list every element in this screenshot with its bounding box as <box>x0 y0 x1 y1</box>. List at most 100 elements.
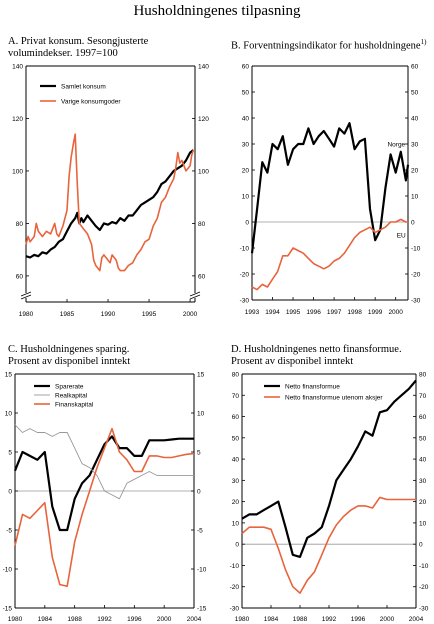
y-tick-label-right: -30 <box>419 606 429 613</box>
y-tick-label-right: 0 <box>411 220 415 227</box>
y-tick-label-right: 80 <box>198 221 206 228</box>
x-tick-label: 1980 <box>235 616 250 623</box>
y-tick-label-right: -20 <box>419 584 429 591</box>
panel-b-footnote-marker: 1) <box>420 38 427 46</box>
y-tick-label-left: 120 <box>12 116 23 123</box>
y-tick-label-left: 50 <box>242 90 250 97</box>
legend-label: Finanskapital <box>55 402 94 409</box>
y-tick-label-left: 60 <box>232 414 240 421</box>
x-tick-label: 2000 <box>183 311 198 318</box>
x-tick-label: 1980 <box>8 616 23 623</box>
panel-d-title-line-1: D. Husholdningenes netto finansformue. <box>231 344 402 355</box>
y-tick-label-left: 70 <box>232 393 240 400</box>
panel-b-title: B. Forventningsindikator for husholdning… <box>231 36 426 53</box>
y-tick-label-right: 60 <box>198 273 206 280</box>
series-line-netto-finansformue-utenom-aksjer <box>241 496 416 594</box>
y-tick-label-right: -30 <box>411 298 421 305</box>
series-line-netto-finansformue <box>241 379 417 558</box>
y-tick-label-left: -5 <box>6 528 12 535</box>
y-tick-label-left: 30 <box>232 478 240 485</box>
series-line-finanskapital <box>14 427 195 587</box>
y-tick-label-right: 0 <box>197 489 201 496</box>
series-line-realkapital <box>14 424 194 500</box>
axis-break-gap <box>191 293 199 298</box>
x-tick-label: 1993 <box>245 309 260 316</box>
series-line-samlet-konsum <box>25 149 195 259</box>
y-tick-label-left: -30 <box>240 298 250 305</box>
y-tick-label-left: -15 <box>3 606 13 613</box>
y-tick-label-right: 20 <box>411 168 419 175</box>
y-tick-label-left: 40 <box>232 457 240 464</box>
y-tick-label-left: 100 <box>12 168 23 175</box>
x-tick-label: 1992 <box>97 616 112 623</box>
y-tick-label-right: 15 <box>197 372 205 379</box>
y-tick-label-left: 0 <box>8 489 12 496</box>
y-tick-label-right: 40 <box>411 116 419 123</box>
y-tick-label-right: 80 <box>419 372 427 379</box>
y-tick-label-left: -10 <box>3 567 13 574</box>
series-line-norge <box>250 122 410 254</box>
y-tick-label-left: 40 <box>242 116 250 123</box>
y-tick-label-right: 20 <box>419 499 427 506</box>
y-tick-label-right: 10 <box>197 411 205 418</box>
y-tick-label-right: 100 <box>198 168 209 175</box>
panel-c-title: C. Husholdningenes sparing. Prosent av d… <box>8 344 130 368</box>
x-tick-label: 2000 <box>157 616 172 623</box>
x-tick-label: 1995 <box>286 309 301 316</box>
chart-panel-b: -30 -30 -20 -20 -10 -10 0 0 10 10 20 20 30 30 40 40 50 50… <box>240 64 421 317</box>
x-tick-label: 1985 <box>60 311 75 318</box>
panel-c-title-line-2: Prosent av disponibel inntekt <box>8 356 131 367</box>
x-tick-label: 2000 <box>388 309 403 316</box>
axis-break-mark <box>20 291 32 297</box>
y-tick-label-left: 10 <box>242 194 250 201</box>
y-tick-label-left: 80 <box>232 372 240 379</box>
y-tick-label-left: 140 <box>12 64 23 71</box>
y-tick-label-right: 70 <box>419 393 427 400</box>
y-tick-label-right: 0 <box>419 542 423 549</box>
y-tick-label-left: 20 <box>232 499 240 506</box>
x-tick-label: 1984 <box>38 616 53 623</box>
x-tick-label: 1996 <box>127 616 142 623</box>
axis-break-mark <box>20 294 32 300</box>
x-tick-label: 1997 <box>327 309 342 316</box>
y-tick-label-left: 15 <box>5 372 13 379</box>
axis-break-gap <box>22 293 30 298</box>
legend-label: Sparerate <box>55 384 84 391</box>
panel-d-title: D. Husholdningenes netto finansformue. P… <box>231 344 402 368</box>
y-tick-label-right: 30 <box>411 142 419 149</box>
series-label-norge: Norge <box>387 142 405 149</box>
figure-title: Husholdningenes tilpasning <box>133 3 301 19</box>
y-tick-label-right: 140 <box>198 64 209 71</box>
x-tick-label: 2004 <box>409 616 424 623</box>
legend-label: Netto finansformue utenom aksjer <box>285 395 383 402</box>
y-tick-label-left: 80 <box>16 221 24 228</box>
x-tick-label: 1992 <box>322 616 337 623</box>
series-line-varige-konsumgoder <box>25 133 195 272</box>
x-tick-label: 2000 <box>380 616 395 623</box>
x-tick-label: 1996 <box>351 616 366 623</box>
y-tick-label-right: -10 <box>419 563 429 570</box>
y-tick-label-right: 5 <box>197 450 201 457</box>
y-tick-label-right: -10 <box>411 246 421 253</box>
x-tick-label: 1998 <box>347 309 362 316</box>
x-tick-label: 1995 <box>142 311 157 318</box>
x-tick-label: 1984 <box>264 616 279 623</box>
y-tick-label-right: 10 <box>419 520 427 527</box>
y-tick-label-right: 50 <box>419 435 427 442</box>
chart-panel-a: 60 60 80 80 100 100 120 120 140 140 1980 1985 1990 19… <box>12 64 209 319</box>
x-tick-label: 1994 <box>265 309 280 316</box>
x-tick-label: 1999 <box>368 309 383 316</box>
y-tick-label-right: 120 <box>198 116 209 123</box>
axis-break-mark <box>189 294 201 300</box>
x-tick-label: 1990 <box>101 311 116 318</box>
y-tick-label-left: 60 <box>16 273 24 280</box>
panel-d-title-line-2: Prosent av disponibel inntekt <box>231 356 354 367</box>
panel-b-title-text: B. Forventningsindikator for husholdning… <box>231 40 421 52</box>
y-tick-label-right: -5 <box>197 528 203 535</box>
legend-label: Netto finansformue <box>285 384 340 391</box>
panel-a-title-line-2: volumindekser. 1997=100 <box>8 48 118 59</box>
y-tick-label-right: 40 <box>419 457 427 464</box>
axis-break-mark <box>189 291 201 297</box>
